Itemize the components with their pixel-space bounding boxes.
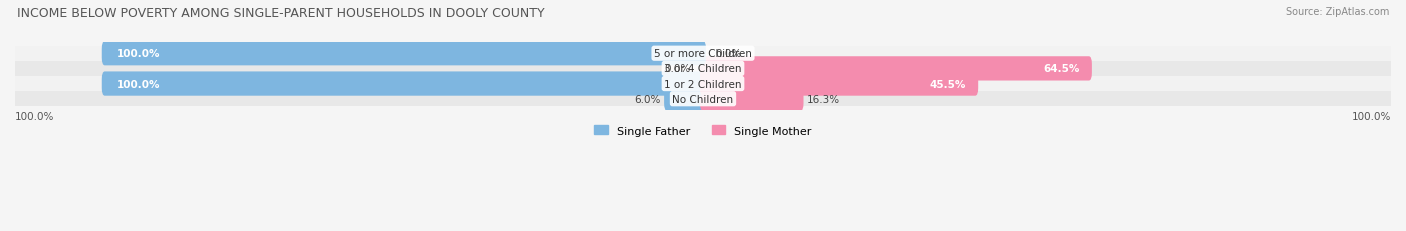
Bar (15, 46, 1391, 61)
Bar (15, 77, 1391, 92)
Text: 0.0%: 0.0% (665, 64, 690, 74)
Text: 45.5%: 45.5% (929, 79, 966, 89)
Text: No Children: No Children (672, 94, 734, 104)
FancyBboxPatch shape (101, 72, 706, 96)
Bar (15, 61, 1391, 77)
Text: 100.0%: 100.0% (117, 79, 160, 89)
Text: 100.0%: 100.0% (15, 111, 55, 121)
Text: 5 or more Children: 5 or more Children (654, 49, 752, 59)
Text: 1 or 2 Children: 1 or 2 Children (664, 79, 742, 89)
Text: 64.5%: 64.5% (1043, 64, 1080, 74)
Text: 0.0%: 0.0% (716, 49, 741, 59)
Bar (15, 92, 1391, 107)
Text: 3 or 4 Children: 3 or 4 Children (664, 64, 742, 74)
Text: 16.3%: 16.3% (807, 94, 839, 104)
Text: 6.0%: 6.0% (634, 94, 661, 104)
FancyBboxPatch shape (700, 72, 979, 96)
FancyBboxPatch shape (700, 87, 803, 111)
FancyBboxPatch shape (101, 42, 706, 66)
Legend: Single Father, Single Mother: Single Father, Single Mother (591, 121, 815, 140)
Text: 100.0%: 100.0% (1351, 111, 1391, 121)
Text: Source: ZipAtlas.com: Source: ZipAtlas.com (1285, 7, 1389, 17)
FancyBboxPatch shape (700, 57, 1092, 81)
FancyBboxPatch shape (664, 87, 706, 111)
Text: 100.0%: 100.0% (117, 49, 160, 59)
Text: INCOME BELOW POVERTY AMONG SINGLE-PARENT HOUSEHOLDS IN DOOLY COUNTY: INCOME BELOW POVERTY AMONG SINGLE-PARENT… (17, 7, 544, 20)
